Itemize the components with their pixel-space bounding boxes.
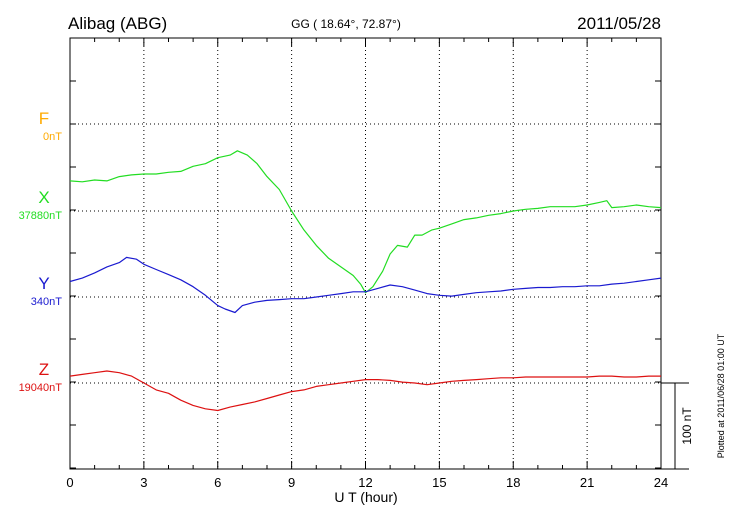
x-tick-label: 9 bbox=[288, 475, 295, 490]
x-tick-label: 18 bbox=[506, 475, 520, 490]
x-tick-label: 6 bbox=[214, 475, 221, 490]
series-baseline-y: 340nT bbox=[31, 296, 62, 308]
series-labels: F 0nT X 37880nT Y 340nT Z 19040nT bbox=[19, 109, 63, 394]
x-tick-label: 12 bbox=[358, 475, 372, 490]
scale-bar: 100 nT bbox=[661, 382, 694, 470]
scale-bar-label: 100 nT bbox=[680, 407, 694, 445]
series-name-f: F bbox=[39, 109, 49, 128]
x-tick-label: 21 bbox=[580, 475, 594, 490]
plotted-at-note: Plotted at 2011/06/28 01:00 UT bbox=[716, 333, 726, 458]
series-baseline-z: 19040nT bbox=[19, 382, 63, 394]
x-tick-label: 15 bbox=[432, 475, 446, 490]
geographic-coordinates: GG ( 18.64°, 72.87°) bbox=[291, 17, 401, 31]
x-tick-label: 0 bbox=[66, 475, 73, 490]
x-axis-label: U T (hour) bbox=[334, 489, 397, 505]
axis-ticks bbox=[69, 38, 662, 469]
series-line-x bbox=[69, 150, 662, 294]
station-title: Alibag (ABG) bbox=[68, 14, 167, 33]
series-name-y: Y bbox=[38, 274, 49, 293]
plot-date: 2011/05/28 bbox=[577, 14, 661, 33]
x-tick-label: 24 bbox=[654, 475, 668, 490]
x-tick-labels: 0 3 6 9 12 15 18 21 24 bbox=[66, 475, 668, 490]
series-baseline-f: 0nT bbox=[43, 131, 62, 143]
series-name-x: X bbox=[38, 188, 49, 207]
series-line-z bbox=[69, 370, 661, 412]
series-lines bbox=[69, 150, 662, 412]
grid bbox=[70, 38, 661, 469]
x-tick-label: 3 bbox=[140, 475, 147, 490]
series-name-z: Z bbox=[39, 360, 49, 379]
series-line-y bbox=[69, 256, 662, 314]
series-baseline-x: 37880nT bbox=[19, 210, 63, 222]
